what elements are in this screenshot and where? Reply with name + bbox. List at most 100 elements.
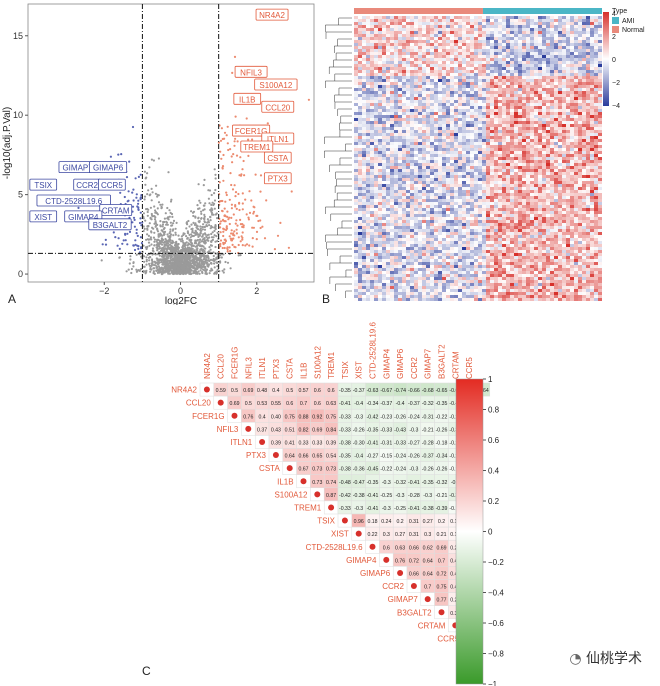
heatmap-cell xyxy=(466,106,470,109)
heatmap-cell xyxy=(562,43,566,46)
heatmap-cell xyxy=(598,148,602,151)
data-point xyxy=(222,179,225,182)
heatmap-cell xyxy=(526,37,530,40)
heatmap-cell xyxy=(446,130,450,133)
data-point xyxy=(261,225,264,228)
heatmap-cell xyxy=(570,43,574,46)
heatmap-cell xyxy=(402,76,406,79)
heatmap-cell xyxy=(530,19,534,22)
heatmap-cell xyxy=(394,82,398,85)
heatmap-cell xyxy=(418,136,422,139)
data-point xyxy=(229,172,232,175)
data-point xyxy=(186,236,189,240)
heatmap-cell xyxy=(546,40,550,43)
heatmap-cell xyxy=(418,52,422,55)
data-point xyxy=(201,225,204,229)
data-point xyxy=(189,259,192,262)
heatmap-cell xyxy=(394,40,398,43)
heatmap-cell xyxy=(558,61,562,64)
heatmap-cell xyxy=(578,16,582,19)
data-point xyxy=(155,257,158,260)
heatmap-cell xyxy=(406,88,410,91)
heatmap-cell xyxy=(422,112,426,115)
data-point xyxy=(239,240,242,243)
heatmap-cell xyxy=(370,145,374,148)
heatmap-cell xyxy=(506,148,510,151)
data-point xyxy=(158,247,161,250)
heatmap-cell xyxy=(538,28,542,31)
heatmap-cell xyxy=(590,16,594,19)
heatmap-cell xyxy=(566,139,570,142)
heatmap-cell xyxy=(586,112,590,115)
heatmap-cell xyxy=(530,67,534,70)
heatmap-cell xyxy=(430,85,434,88)
heatmap-cell xyxy=(494,142,498,145)
heatmap-cell xyxy=(510,103,514,106)
heatmap-cell xyxy=(394,121,398,124)
heatmap-cell xyxy=(570,100,574,103)
heatmap-cell xyxy=(510,85,514,88)
heatmap-cell xyxy=(566,22,570,25)
heatmap-cell xyxy=(502,49,506,52)
heatmap-cell xyxy=(386,79,390,82)
heatmap-cell xyxy=(418,67,422,70)
heatmap-cell xyxy=(514,64,518,67)
heatmap-cell xyxy=(390,70,394,73)
data-point xyxy=(146,225,149,228)
heatmap-cell xyxy=(522,148,526,151)
heatmap-cell xyxy=(354,73,358,76)
heatmap-cell xyxy=(386,73,390,76)
heatmap-cell xyxy=(518,139,522,142)
data-point xyxy=(143,170,146,173)
heatmap-cell xyxy=(518,127,522,130)
heatmap-cell xyxy=(470,28,474,31)
data-point xyxy=(190,265,193,268)
heatmap-cell xyxy=(566,46,570,49)
data-point xyxy=(158,245,161,248)
heatmap-cell xyxy=(582,76,586,79)
heatmap-cell xyxy=(482,88,486,91)
data-point xyxy=(224,260,227,264)
heatmap-cell xyxy=(422,142,426,145)
heatmap-cell xyxy=(386,145,390,148)
heatmap-cell xyxy=(358,88,362,91)
heatmap-cell xyxy=(446,73,450,76)
heatmap-cell xyxy=(442,82,446,85)
heatmap-cell xyxy=(378,121,382,124)
heatmap-cell xyxy=(538,88,542,91)
heatmap-cell xyxy=(430,88,434,91)
heatmap-cell xyxy=(422,40,426,43)
gene-label-down-box xyxy=(36,194,111,207)
data-point xyxy=(196,263,199,266)
heatmap-cell xyxy=(454,70,458,73)
heatmap-cell xyxy=(402,58,406,61)
heatmap-cell xyxy=(406,58,410,61)
heatmap-cell xyxy=(438,139,442,142)
heatmap-cell xyxy=(426,139,430,142)
heatmap-cell xyxy=(426,133,430,136)
heatmap-cell xyxy=(502,52,506,55)
heatmap-cell xyxy=(490,103,494,106)
dendrogram-branch xyxy=(329,276,352,284)
heatmap-cell xyxy=(594,130,598,133)
heatmap-cell xyxy=(402,28,406,31)
heatmap-cell xyxy=(422,52,426,55)
heatmap-cell xyxy=(586,76,590,79)
data-point xyxy=(273,248,276,251)
heatmap-cell xyxy=(370,76,374,79)
data-point xyxy=(198,272,201,275)
data-point xyxy=(215,235,218,238)
data-point xyxy=(77,206,80,209)
heatmap-cell xyxy=(530,148,534,151)
heatmap-cell xyxy=(518,28,522,31)
heatmap-cell xyxy=(354,130,358,133)
heatmap-cell xyxy=(454,91,458,94)
heatmap-cell xyxy=(546,25,550,28)
heatmap-cell xyxy=(554,55,558,58)
heatmap-cell xyxy=(546,28,550,31)
gene-label-down: CTD-2528L19.6 xyxy=(45,197,102,206)
heatmap-cell xyxy=(506,76,510,79)
heatmap-cell xyxy=(542,55,546,58)
heatmap-cell xyxy=(594,49,598,52)
heatmap-cell xyxy=(474,25,478,28)
